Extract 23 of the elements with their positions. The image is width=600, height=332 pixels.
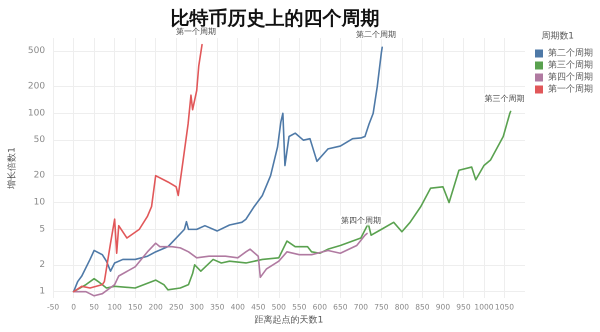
x-axis-title: 距离起点的天数1 (254, 314, 324, 326)
y-tick-label: 1 (39, 286, 46, 297)
legend-label: 第一个周期 (548, 84, 593, 94)
line-series (72, 232, 368, 297)
line-series (72, 46, 383, 293)
y-tick-label: 100 (28, 108, 46, 118)
legend-label: 第四个周期 (548, 72, 593, 82)
y-tick-label: 20 (34, 170, 46, 181)
y-axis-title: 增长倍数1 (6, 147, 18, 190)
y-tick-label: 2 (39, 260, 46, 270)
y-tick-label: 500 (28, 46, 46, 56)
y-tick-label: 5 (39, 224, 46, 234)
y-tick-label: 200 (28, 82, 46, 92)
annotation: 第一个周期 (176, 27, 216, 36)
legend-label: 第三个周期 (548, 60, 593, 70)
annotation: 第二个周期 (356, 30, 396, 39)
annotation: 第四个周期 (341, 216, 382, 225)
legend-title: 周期数1 (541, 30, 574, 42)
line-series (72, 44, 203, 293)
legend-label: 第二个周期 (548, 48, 593, 58)
y-tick-label: 10 (34, 198, 46, 208)
annotation: 第三个周期 (484, 94, 525, 103)
y-tick-label: 50 (34, 135, 46, 146)
